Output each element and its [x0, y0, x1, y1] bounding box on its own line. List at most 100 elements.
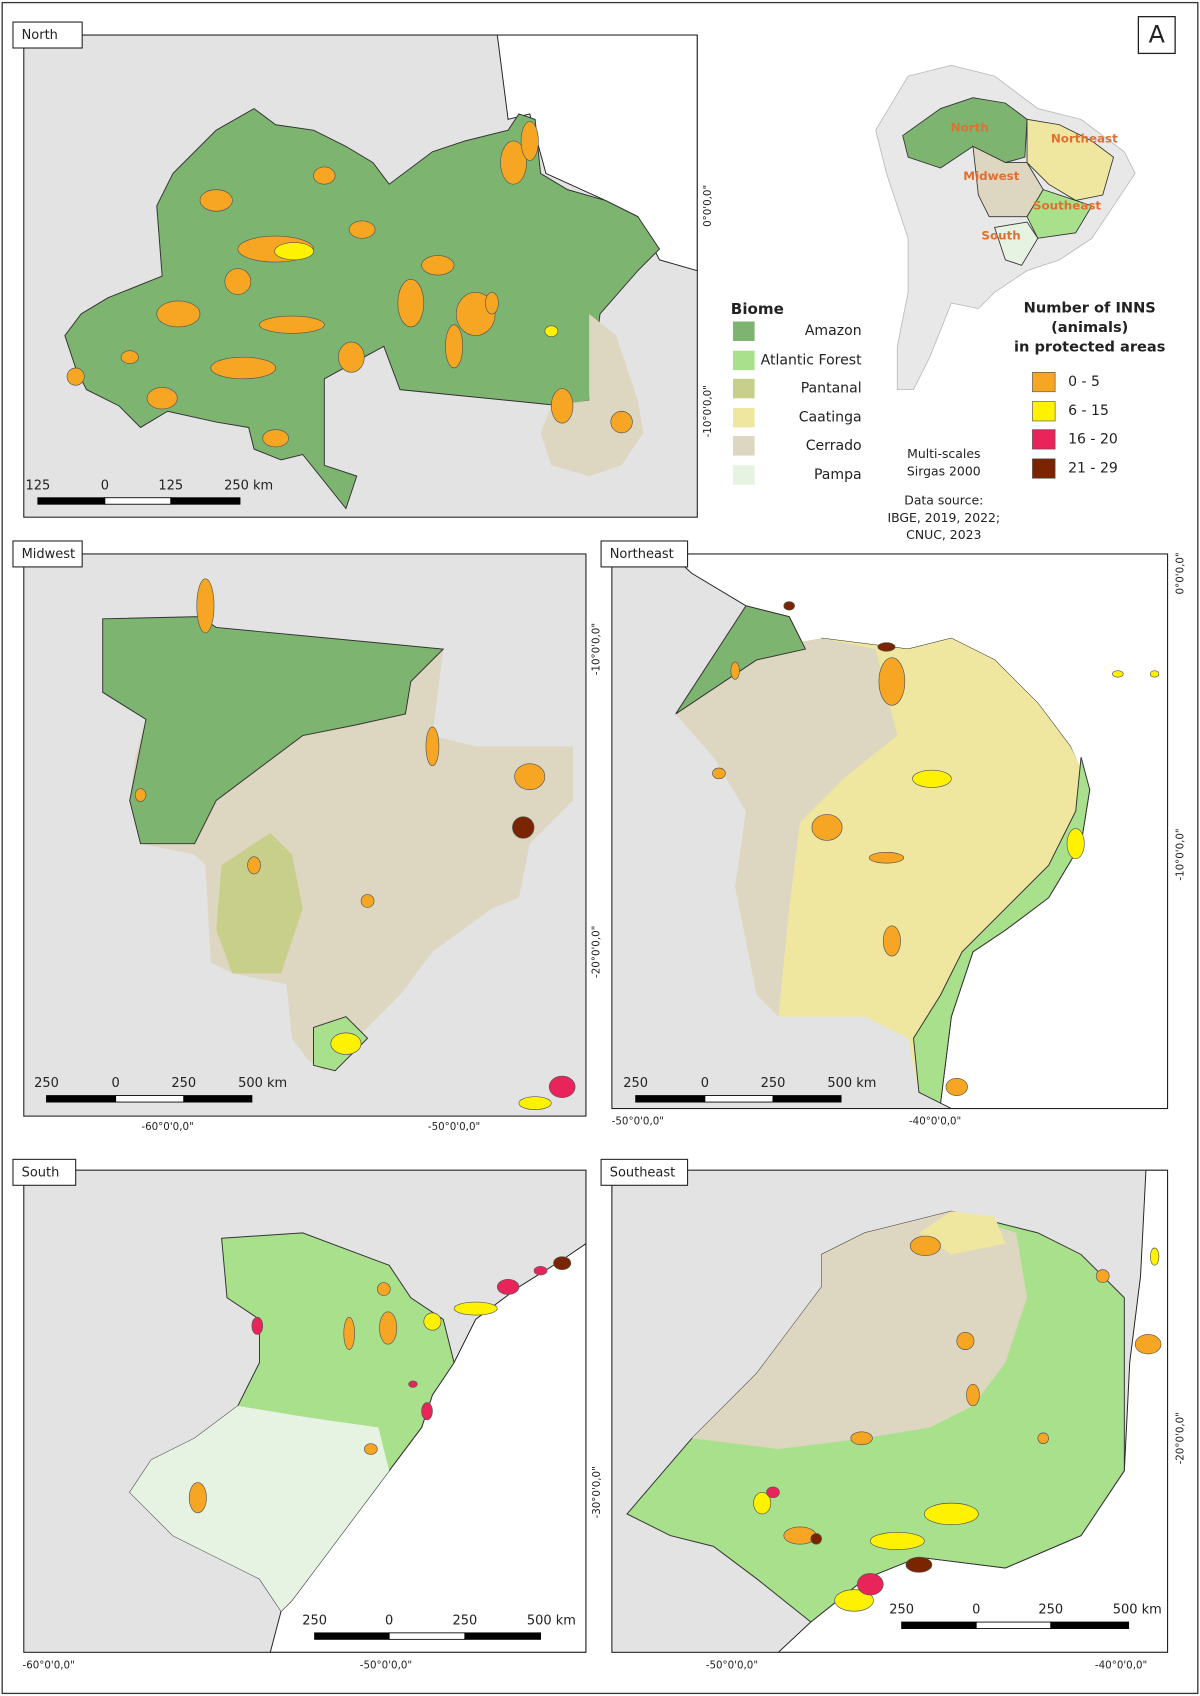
biome-area [540, 313, 644, 477]
protected-area [868, 852, 905, 864]
longitude-label: -60°0'0,0" [141, 1121, 193, 1133]
protected-area [120, 350, 139, 364]
scale-bar-segment [170, 497, 241, 505]
inns-label: 16 - 20 [1068, 431, 1118, 447]
panel-title: Northeast [610, 547, 674, 562]
panel-frame [23, 1169, 587, 1653]
scale-label: 250 [171, 1076, 196, 1091]
biome-legend-title: Biome [731, 300, 784, 318]
biome-swatch [732, 465, 755, 485]
scale-label: 250 [1038, 1603, 1063, 1618]
protected-area [856, 1573, 884, 1596]
scale-bar-segment [37, 497, 106, 505]
scale-label: 0 [385, 1613, 393, 1628]
biome-area [675, 605, 807, 715]
protected-area [408, 1380, 418, 1388]
scale-label: 250 [623, 1076, 648, 1091]
protected-area [247, 856, 261, 875]
scale-bar-segment [772, 1095, 842, 1103]
inset-region [902, 97, 1028, 169]
protected-area [146, 387, 178, 410]
biome-area [913, 757, 1091, 1104]
biome-swatch [732, 408, 755, 428]
protected-area [224, 268, 252, 295]
credit-line: CNUC, 2023 [906, 527, 981, 542]
longitude-label: -50°0'0,0" [428, 1121, 480, 1133]
longitude-label: -50°0'0,0" [612, 1116, 664, 1128]
biome-swatch [732, 436, 755, 456]
biome-swatch [732, 378, 755, 399]
scale-bar-segment [183, 1095, 253, 1103]
biome-area [691, 1211, 1028, 1450]
protected-area [134, 788, 147, 802]
protected-area [850, 1431, 873, 1446]
protected-area [912, 769, 952, 788]
longitude-label: -40°0'0,0" [909, 1116, 961, 1128]
protected-area [313, 166, 336, 185]
panel-title: Southeast [610, 1165, 675, 1180]
biome-label: Atlantic Forest [761, 352, 862, 368]
biome-label: Pantanal [801, 381, 862, 397]
protected-area [909, 1235, 941, 1256]
protected-area [730, 661, 740, 680]
protected-area [905, 1556, 933, 1573]
protected-area [1112, 670, 1124, 678]
inns-swatch [1032, 372, 1056, 393]
scale-bar-segment [388, 1632, 466, 1640]
protected-area [364, 1443, 378, 1455]
panel-title: North [22, 28, 58, 43]
panel-title-box [600, 1158, 689, 1186]
scale-label: 500 km [1113, 1603, 1162, 1618]
longitude-label: -50°0'0,0" [360, 1659, 412, 1671]
protected-area [262, 429, 289, 448]
inns-label: 21 - 29 [1068, 461, 1118, 477]
protected-area [514, 763, 546, 790]
credit-line: Sirgas 2000 [907, 463, 981, 478]
protected-area [966, 1383, 980, 1407]
protected-area [945, 1077, 968, 1096]
scale-bar-segment [1050, 1621, 1130, 1629]
protected-area [811, 814, 843, 841]
scale-label: 0 [101, 478, 109, 493]
protected-area [1095, 1269, 1110, 1283]
protected-area [251, 1316, 264, 1335]
scale-label: 250 km [224, 478, 273, 493]
panel-title: South [22, 1165, 60, 1180]
protected-area [274, 242, 314, 261]
panel-frame [23, 553, 587, 1117]
biome-area [129, 1405, 390, 1612]
scale-bar-segment [314, 1632, 390, 1640]
latitude-label: -30°0'0,0" [591, 1466, 603, 1518]
biome-area [102, 616, 445, 845]
scale-bar-segment [635, 1095, 706, 1103]
biome-area [918, 1211, 1006, 1255]
panel-frame [611, 553, 1169, 1110]
scale-label: 250 [761, 1076, 786, 1091]
protected-area [376, 1282, 391, 1296]
protected-area [544, 325, 559, 337]
scale-label: 250 [889, 1603, 914, 1618]
panel-title-box [600, 540, 689, 568]
protected-area [421, 1402, 433, 1421]
protected-area [210, 356, 276, 380]
panel-title-box [12, 21, 83, 49]
inset-region-label: Southeast [1033, 198, 1101, 212]
scale-label: 0 [972, 1603, 980, 1618]
protected-area [496, 1279, 520, 1295]
map-panel [611, 553, 1168, 1109]
credit-line: Multi-scales [907, 446, 980, 461]
scale-label: 500 km [527, 1613, 576, 1628]
scale-bar-segment [704, 1095, 774, 1103]
protected-area [1149, 1247, 1160, 1266]
scale-label: 0 [112, 1076, 120, 1091]
map-panel [23, 35, 698, 518]
protected-area [512, 816, 535, 839]
protected-area [196, 578, 215, 634]
latitude-label: 0°0'0,0" [1175, 552, 1187, 594]
protected-area [548, 1075, 576, 1099]
panel-title-box [12, 540, 83, 568]
biome-label: Amazon [805, 323, 862, 339]
protected-area [360, 894, 375, 908]
